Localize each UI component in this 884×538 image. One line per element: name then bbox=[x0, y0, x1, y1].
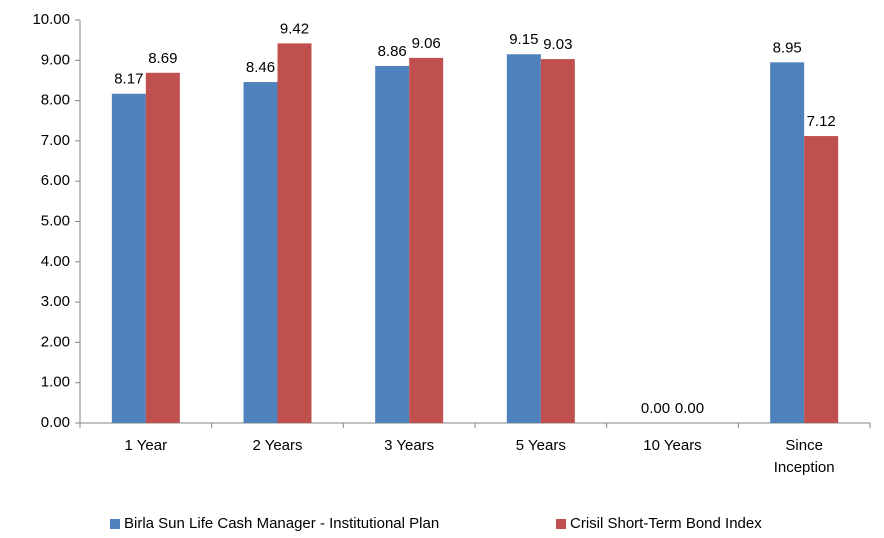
x-tick-label: 1 Year bbox=[124, 437, 168, 454]
legend-label: Crisil Short-Term Bond Index bbox=[570, 515, 762, 532]
y-tick-label: 6.00 bbox=[41, 172, 70, 189]
y-tick-label: 1.00 bbox=[41, 374, 70, 391]
x-tick-label: 2 Years bbox=[252, 437, 303, 454]
data-label: 8.69 bbox=[148, 50, 177, 67]
data-label: 9.42 bbox=[280, 20, 309, 37]
data-label: 9.15 bbox=[509, 31, 538, 48]
data-label: 8.86 bbox=[378, 43, 407, 60]
y-tick-label: 0.00 bbox=[41, 414, 70, 431]
data-label: 9.06 bbox=[412, 35, 441, 52]
bar bbox=[111, 93, 146, 424]
y-tick-label: 4.00 bbox=[41, 253, 70, 270]
bar bbox=[540, 59, 575, 423]
data-label: 9.03 bbox=[543, 36, 572, 53]
data-label: 8.46 bbox=[246, 59, 275, 76]
bar bbox=[277, 43, 312, 424]
x-tick-label-box: 2 Years bbox=[252, 437, 303, 454]
x-tick-label: 5 Years bbox=[515, 437, 566, 454]
legend-swatch bbox=[110, 519, 120, 529]
x-tick-label-box: Since Inception bbox=[773, 437, 835, 476]
bar bbox=[770, 62, 805, 423]
legend-swatch bbox=[556, 519, 566, 529]
data-label: 0.00 bbox=[641, 400, 670, 417]
legend-label: Birla Sun Life Cash Manager - Institutio… bbox=[124, 515, 439, 532]
data-label: 0.00 bbox=[675, 400, 704, 417]
bar bbox=[145, 72, 180, 423]
y-tick-label: 7.00 bbox=[41, 132, 70, 149]
bar bbox=[243, 82, 278, 423]
x-tick-label: 3 Years bbox=[384, 437, 435, 454]
y-tick-label: 8.00 bbox=[41, 92, 70, 109]
y-tick-label: 5.00 bbox=[41, 212, 70, 229]
bar bbox=[506, 54, 541, 423]
x-tick-label: 10 Years bbox=[643, 437, 702, 454]
data-label: 8.17 bbox=[114, 71, 143, 88]
data-label: 7.12 bbox=[807, 113, 836, 130]
x-tick-label: Since Inception bbox=[773, 437, 835, 476]
y-tick-label: 10.00 bbox=[32, 11, 70, 28]
bar bbox=[375, 65, 410, 423]
x-tick-label-box: 1 Year bbox=[124, 437, 168, 454]
x-tick-label-box: 3 Years bbox=[384, 437, 435, 454]
x-tick-label-box: 5 Years bbox=[515, 437, 566, 454]
y-tick-label: 9.00 bbox=[41, 51, 70, 68]
bar bbox=[409, 57, 444, 424]
y-tick-label: 3.00 bbox=[41, 293, 70, 310]
data-label: 8.95 bbox=[773, 39, 802, 56]
y-tick-label: 2.00 bbox=[41, 333, 70, 350]
bar bbox=[804, 136, 839, 423]
x-tick-label-box: 10 Years bbox=[643, 437, 702, 454]
